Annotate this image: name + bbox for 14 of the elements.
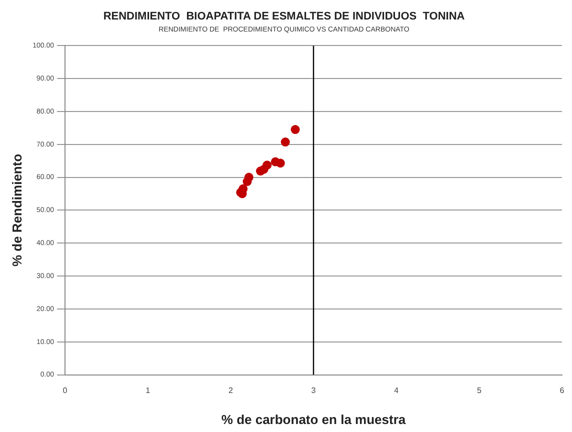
point bbox=[280, 138, 290, 147]
x-tick-label: 3 bbox=[311, 386, 316, 395]
x-tick-label: 6 bbox=[560, 386, 565, 395]
point bbox=[290, 125, 300, 134]
point bbox=[244, 172, 254, 182]
x-axis-title: % de carbonato en la muestra bbox=[221, 412, 406, 427]
y-axis-title: % de Rendimiento bbox=[9, 154, 24, 267]
x-tick-label: 1 bbox=[146, 386, 151, 395]
x-tick-label: 0 bbox=[62, 386, 68, 395]
x-tick-label: 5 bbox=[476, 386, 482, 395]
x-tick-label: 2 bbox=[228, 386, 234, 395]
x-tick-label: 4 bbox=[394, 386, 400, 395]
chart-title: RENDIMIENTO BIOAPATITA DE ESMALTES DE INDIVIDUOS TONINA bbox=[103, 10, 465, 23]
point bbox=[262, 160, 272, 170]
